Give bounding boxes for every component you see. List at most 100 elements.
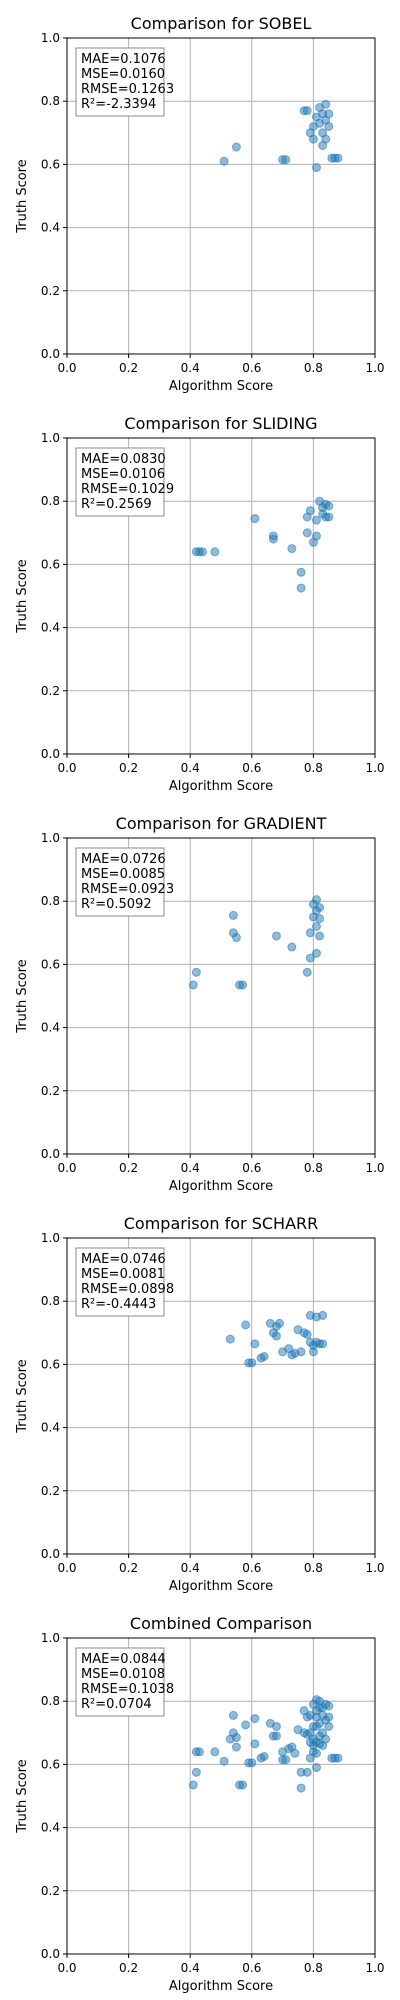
data-point	[191, 967, 201, 977]
y-tick-label: 0.4	[41, 621, 60, 635]
data-point	[296, 1783, 306, 1793]
x-tick-label: 0.2	[119, 1561, 138, 1575]
data-point	[311, 1763, 321, 1773]
y-tick-label: 0.2	[41, 284, 60, 298]
data-point	[210, 1747, 220, 1757]
data-point	[333, 1753, 343, 1763]
data-point	[231, 933, 241, 943]
stats-box	[75, 847, 165, 917]
data-point	[333, 153, 343, 163]
data-point	[271, 1331, 281, 1341]
y-tick-label: 0.0	[41, 1947, 60, 1961]
y-tick-label: 0.2	[41, 1884, 60, 1898]
y-tick-label: 1.0	[41, 31, 60, 45]
stats-box	[75, 447, 165, 517]
stats-line: R²=0.2569	[81, 497, 152, 512]
x-axis-label: Algorithm Score	[169, 779, 273, 794]
data-point	[241, 1320, 251, 1330]
data-point	[321, 1734, 331, 1744]
y-tick-label: 0.4	[41, 1021, 60, 1035]
data-point	[311, 921, 321, 931]
data-point	[268, 534, 278, 544]
x-tick-label: 0.8	[304, 761, 323, 775]
x-tick-label: 0.8	[304, 361, 323, 375]
stats-box	[75, 1247, 165, 1317]
plot-frame	[66, 837, 376, 1155]
data-point	[231, 1742, 241, 1752]
x-tick-label: 1.0	[365, 1961, 384, 1975]
data-point	[259, 1352, 269, 1361]
x-tick-label: 1.0	[365, 1561, 384, 1575]
data-point	[247, 1358, 257, 1368]
stats-line: RMSE=0.0923	[81, 882, 174, 897]
x-tick-label: 0.6	[242, 1961, 261, 1975]
x-tick-label: 0.0	[57, 1161, 76, 1175]
data-point	[296, 583, 306, 593]
x-tick-label: 0.8	[304, 1961, 323, 1975]
y-tick-label: 0.6	[41, 157, 60, 171]
y-tick-label: 0.8	[41, 1694, 60, 1708]
data-point	[315, 931, 325, 941]
data-point	[315, 914, 325, 924]
x-axis-label: Algorithm Score	[169, 1579, 273, 1594]
stats-line: MSE=0.0108	[81, 1667, 165, 1682]
x-tick-label: 1.0	[365, 1161, 384, 1175]
scatter-points	[219, 99, 343, 173]
stats-line: MSE=0.0081	[81, 1267, 165, 1282]
data-point	[225, 1334, 235, 1344]
stats-box	[75, 1647, 165, 1717]
data-point	[302, 528, 312, 538]
data-point	[241, 1720, 251, 1730]
data-point	[250, 1339, 260, 1349]
y-tick-label: 0.2	[41, 684, 60, 698]
y-tick-label: 0.6	[41, 1757, 60, 1771]
data-point	[247, 1758, 257, 1768]
x-tick-label: 0.4	[181, 1161, 200, 1175]
y-tick-label: 0.8	[41, 94, 60, 108]
x-tick-label: 0.2	[119, 1161, 138, 1175]
x-axis-label: Algorithm Score	[169, 1979, 273, 1994]
stats-line: RMSE=0.1029	[81, 482, 174, 497]
chart-panel: Comparison for SLIDING 0.00.0 0.2 0.2 0.4 0.4…	[15, 414, 385, 794]
y-tick-label: 1.0	[41, 1231, 60, 1245]
y-tick-label: 0.8	[41, 1294, 60, 1308]
scatter-points	[191, 496, 334, 593]
scatter-points	[188, 895, 325, 990]
data-point	[324, 1712, 334, 1722]
data-point	[238, 1780, 248, 1790]
x-tick-label: 0.4	[181, 761, 200, 775]
plot-frame	[66, 437, 376, 755]
stats-line: MSE=0.0160	[81, 67, 165, 82]
data-point	[311, 531, 321, 541]
x-tick-label: 0.8	[304, 1561, 323, 1575]
stats-line: R²=0.5092	[81, 897, 152, 912]
data-point	[271, 931, 281, 941]
y-tick-label: 0.4	[41, 221, 60, 235]
y-tick-label: 0.2	[41, 1084, 60, 1098]
stats-line: MSE=0.0085	[81, 867, 165, 882]
y-tick-label: 1.0	[41, 431, 60, 445]
chart-title: Comparison for GRADIENT	[116, 814, 327, 833]
y-axis-label: Truth Score	[15, 959, 30, 1034]
y-axis-label: Truth Score	[15, 1759, 30, 1834]
y-tick-label: 0.4	[41, 1421, 60, 1435]
plot-frame	[66, 1237, 376, 1555]
x-tick-label: 0.0	[57, 361, 76, 375]
data-point	[324, 1721, 334, 1731]
x-tick-label: 0.2	[119, 1961, 138, 1975]
chart-panel: Combined Comparison 0.00.0 0.2 0.2 0.4 0.4 0.6…	[15, 1614, 385, 1994]
data-point	[321, 134, 331, 144]
y-tick-label: 0.0	[41, 1147, 60, 1161]
x-tick-label: 0.0	[57, 1561, 76, 1575]
stats-box	[75, 47, 165, 117]
data-point	[324, 109, 334, 119]
x-tick-label: 0.8	[304, 1161, 323, 1175]
data-point	[308, 134, 318, 144]
stats-line: R²=-0.4443	[81, 1297, 156, 1312]
x-tick-label: 0.2	[119, 361, 138, 375]
x-tick-label: 0.2	[119, 761, 138, 775]
data-point	[231, 1733, 241, 1743]
x-tick-label: 0.6	[242, 361, 261, 375]
data-point	[287, 942, 297, 952]
x-tick-label: 0.6	[242, 1561, 261, 1575]
